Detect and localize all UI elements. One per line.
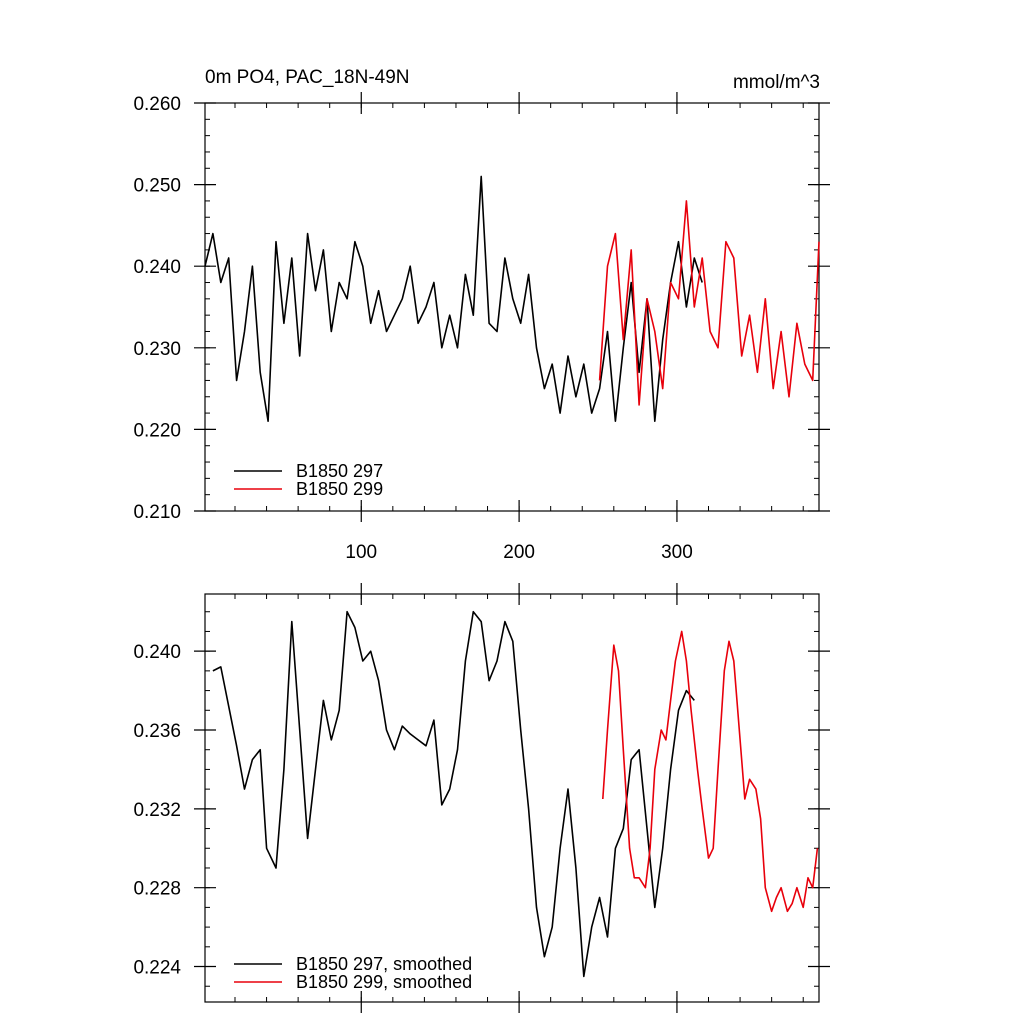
y-tick-label: 0.210 [133,502,181,523]
series-line-299 [598,200,820,406]
y-tick-label: 0.220 [133,420,181,441]
y-tick-label: 0.228 [133,879,181,900]
bottom-panel: 0.224 0.228 0.232 0.236 0.240 B1850 297, smoo… [133,583,830,1013]
chart-units: mmol/m^3 [733,72,820,93]
y-tick-label: 0.224 [133,958,181,979]
x-tick-label: 200 [503,542,535,563]
y-tick-label: 0.260 [133,94,181,115]
y-tick-label: 0.250 [133,176,181,197]
series-line-297 [212,610,695,978]
series-line-299 [602,630,819,913]
legend-label: B1850 297, smoothed [296,954,472,974]
series-line-297 [204,175,703,423]
top-panel: 0.210 0.220 0.230 0.240 0.250 0.260 100 200 300 B… [133,92,830,563]
y-tick-label: 0.240 [133,642,181,663]
legend-label: B1850 299, smoothed [296,972,472,992]
y-tick-label: 0.236 [133,721,181,742]
y-tick-label: 0.230 [133,339,181,360]
y-tick-label: 0.240 [133,257,181,278]
legend-label: B1850 299 [296,479,383,499]
y-tick-label: 0.232 [133,800,181,821]
x-tick-label: 100 [345,542,377,563]
legend-label: B1850 297 [296,461,383,481]
chart-title: 0m PO4, PAC_18N-49N [205,67,410,88]
plot-frame [204,593,820,1003]
x-tick-label: 300 [661,542,693,563]
plot-frame [204,102,820,512]
